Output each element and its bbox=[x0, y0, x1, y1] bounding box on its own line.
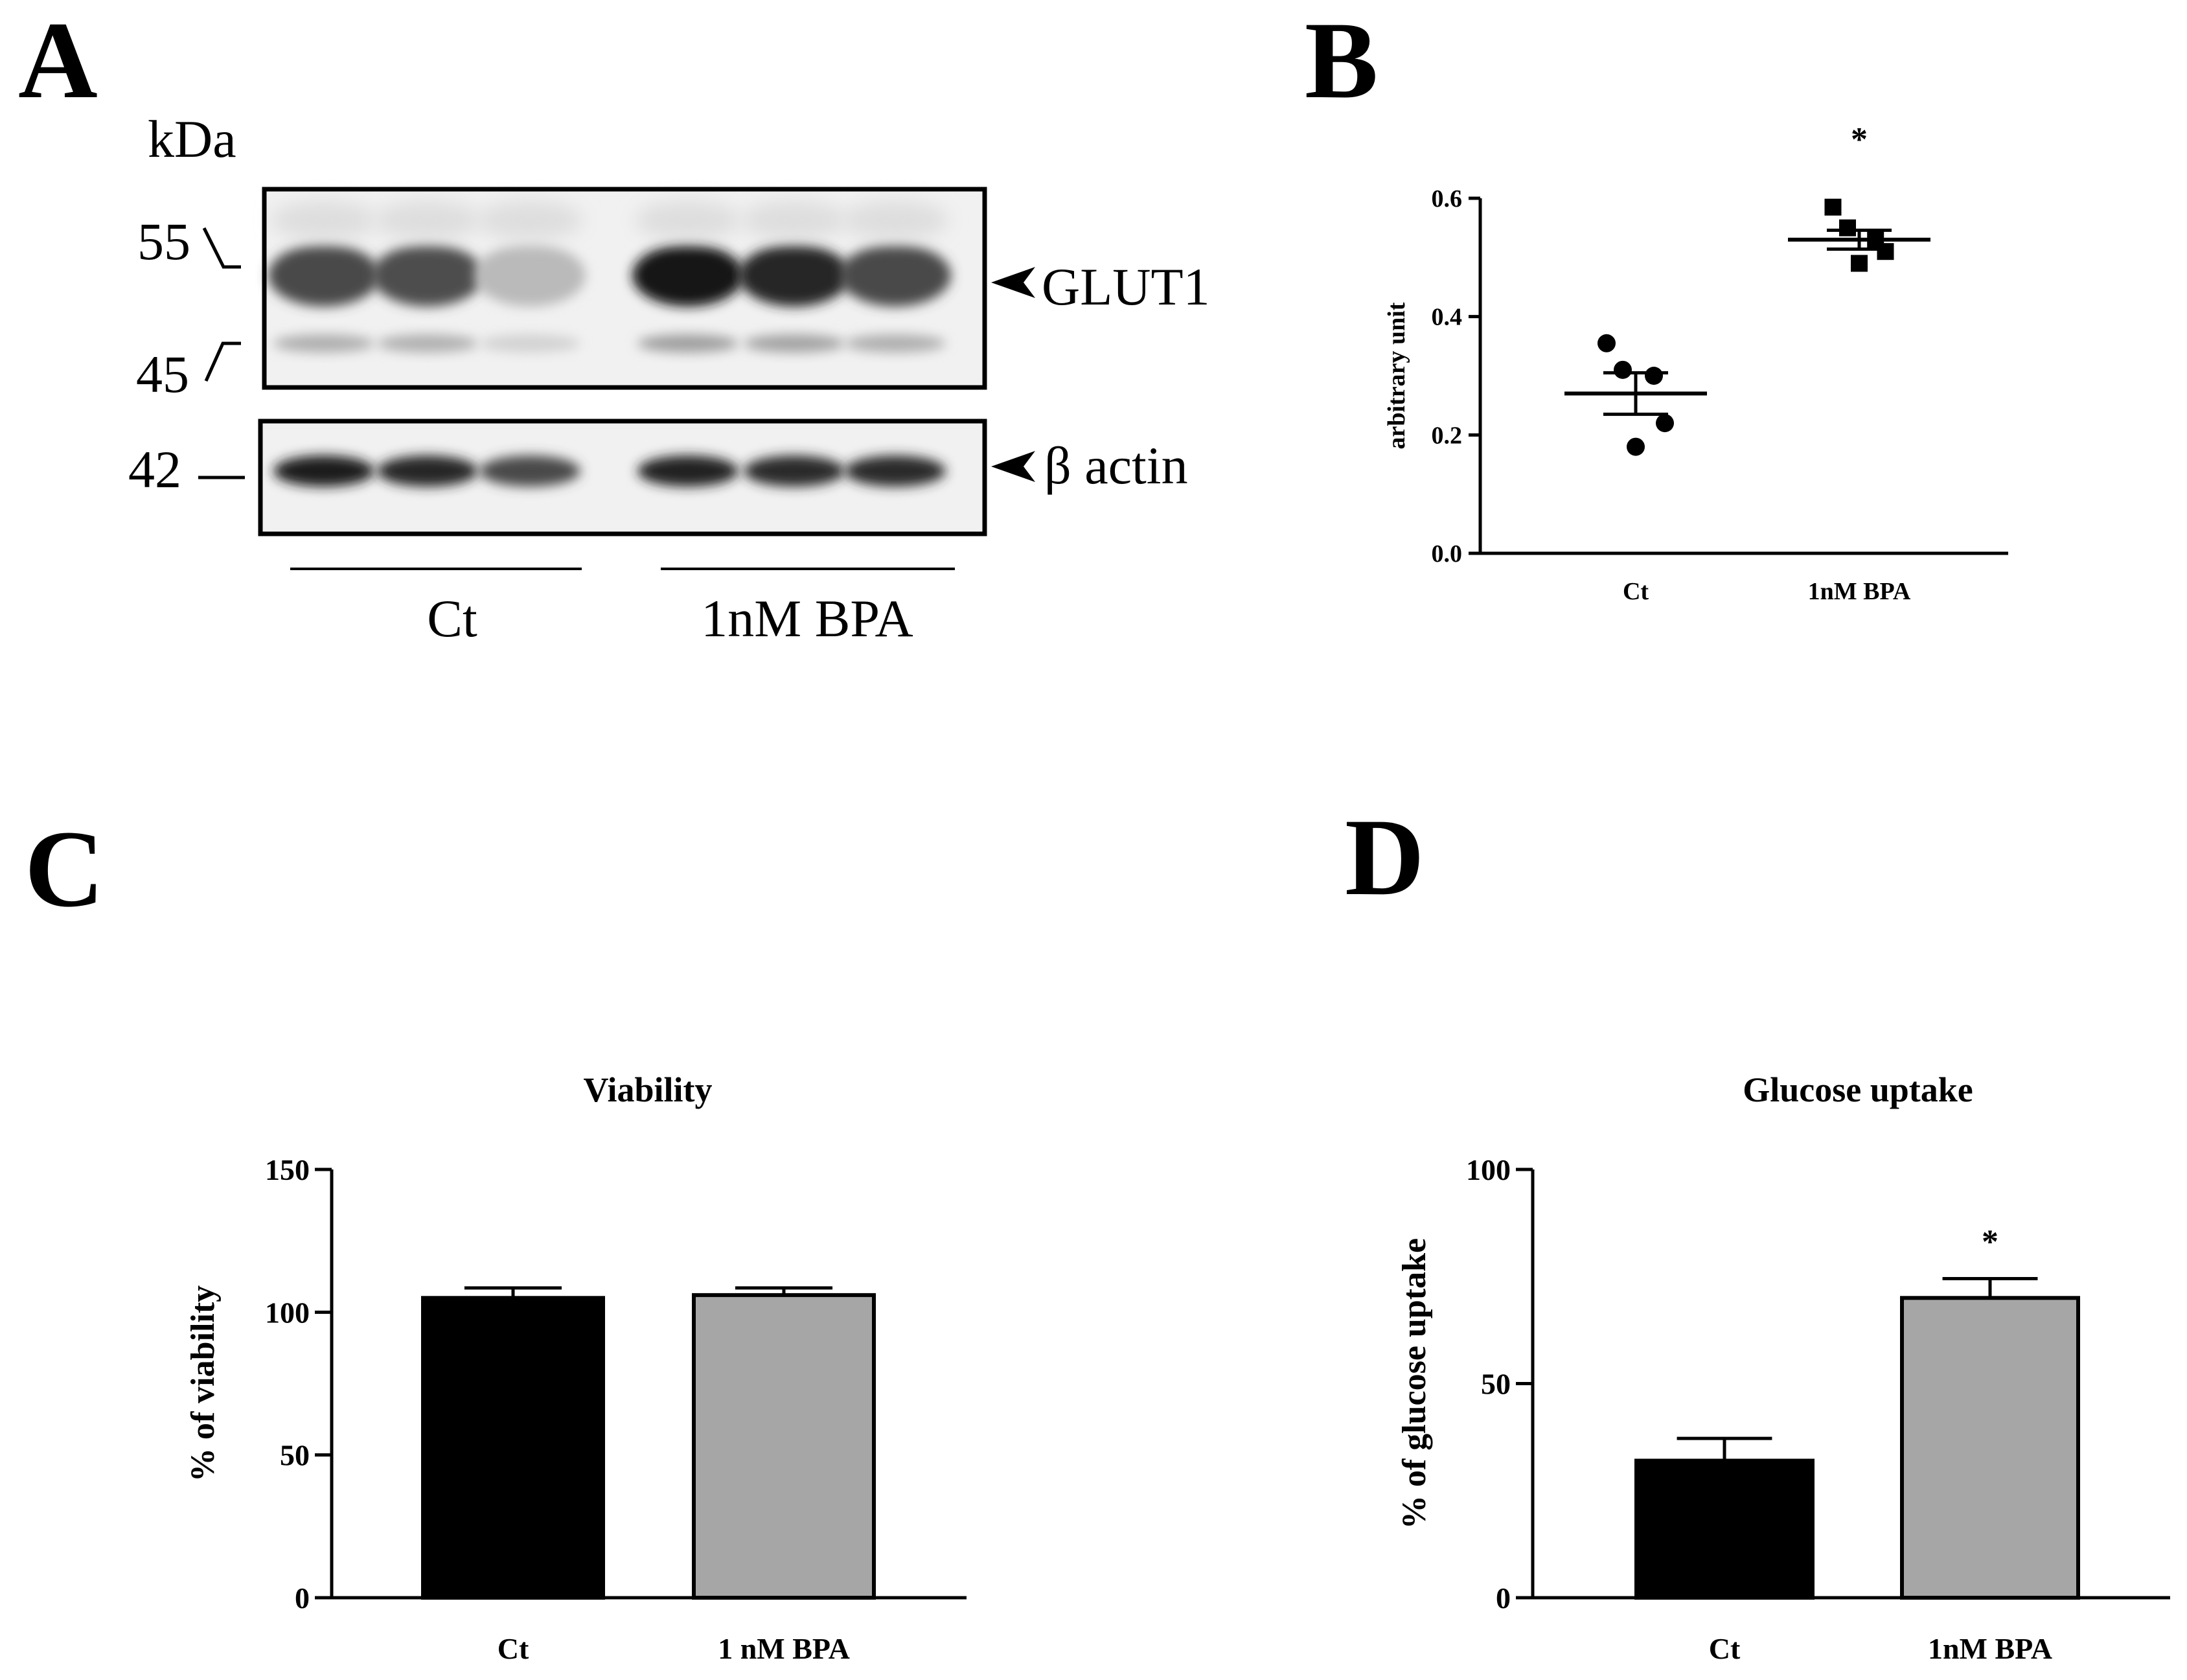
data-point bbox=[1824, 198, 1842, 216]
y-tick-label: 0.4 bbox=[1432, 304, 1463, 331]
x-tick-label: Ct bbox=[498, 1632, 529, 1665]
x-tick-label: 1nM BPA bbox=[1928, 1632, 2052, 1665]
actin-band bbox=[273, 455, 374, 487]
data-point bbox=[1614, 360, 1632, 379]
panel-b: B 0.0 0.2 0.4 0.6 Ct 1nM BPA arbitrary unit * bbox=[1305, 0, 2008, 605]
bar bbox=[421, 1296, 605, 1600]
y-tick-label: 0 bbox=[295, 1582, 310, 1615]
group-label-bpa: 1nM BPA bbox=[701, 589, 913, 648]
group-label-ct: Ct bbox=[427, 589, 477, 648]
marker-42-label: 42 bbox=[128, 440, 181, 499]
panel-a: A kDa 55 45 42 GLUT1 β actin Ct 1nM BPA bbox=[18, 0, 1210, 648]
chart-c: Viability 0 50 100 150 % of viability Ct 1 nM B… bbox=[185, 1070, 967, 1665]
glut1-lower-band bbox=[744, 334, 845, 352]
x-tick-label: 1nM BPA bbox=[1808, 578, 1911, 605]
glut1-lower-band bbox=[845, 334, 946, 352]
glut1-smear bbox=[374, 201, 481, 240]
y-tick-label: 0 bbox=[1496, 1582, 1511, 1615]
panel-c: C Viability 0 50 100 150 % of viability Ct 1 nM… bbox=[25, 808, 967, 1665]
panel-d: D Glucose uptake 0 50 100 % of glucose uptak… bbox=[1345, 796, 2170, 1665]
glut1-band bbox=[372, 244, 483, 306]
glut1-lower-band bbox=[479, 334, 580, 352]
glut1-lower-band bbox=[273, 334, 374, 352]
actin-band bbox=[744, 455, 845, 487]
glut1-blot-frame bbox=[262, 187, 987, 390]
data-point bbox=[1597, 334, 1616, 352]
bar bbox=[692, 1293, 876, 1600]
data-point bbox=[1851, 255, 1868, 272]
glut1-smear bbox=[741, 201, 847, 240]
data-point bbox=[1627, 437, 1645, 456]
bar bbox=[1900, 1296, 2080, 1600]
marker-55-tick bbox=[202, 227, 241, 269]
marker-55-label: 55 bbox=[137, 212, 190, 271]
y-tick-label: 0.0 bbox=[1432, 540, 1463, 568]
y-tick-label: 100 bbox=[265, 1296, 310, 1329]
marker-45-label: 45 bbox=[136, 345, 189, 404]
glut1-arrow-icon bbox=[991, 267, 1035, 298]
data-point bbox=[1877, 243, 1894, 260]
glut1-band bbox=[632, 244, 744, 306]
actin-label: β actin bbox=[1044, 436, 1188, 495]
panel-d-letter: D bbox=[1345, 796, 1425, 918]
panel-c-letter: C bbox=[25, 808, 104, 930]
y-tick-label: 150 bbox=[265, 1153, 310, 1186]
glut1-lower-band bbox=[637, 334, 739, 352]
x-tick-label: Ct bbox=[1623, 578, 1649, 605]
significance-marker: * bbox=[1982, 1224, 1998, 1261]
y-tick-label: 50 bbox=[1481, 1368, 1511, 1401]
glut1-label: GLUT1 bbox=[1042, 257, 1210, 316]
actin-band bbox=[637, 455, 739, 487]
y-axis-title: % of glucose uptake bbox=[1396, 1238, 1433, 1529]
data-point bbox=[1839, 219, 1856, 236]
glut1-bands bbox=[268, 201, 951, 352]
glut1-lower-band bbox=[377, 334, 478, 352]
data-point bbox=[1645, 367, 1663, 385]
y-axis-title: % of viability bbox=[185, 1285, 222, 1482]
glut1-smear bbox=[271, 201, 377, 240]
y-tick-label: 50 bbox=[280, 1439, 310, 1472]
y-axis-title: arbitrary unit bbox=[1383, 302, 1410, 449]
actin-bands bbox=[273, 455, 946, 487]
actin-band bbox=[845, 455, 946, 487]
chart-d: Glucose uptake 0 50 100 % of glucose uptake C… bbox=[1396, 1070, 2170, 1665]
data-point bbox=[1656, 414, 1674, 433]
actin-blot-frame bbox=[258, 419, 987, 536]
actin-arrow-icon bbox=[991, 451, 1035, 482]
glut1-smear bbox=[635, 201, 741, 240]
actin-band bbox=[377, 455, 478, 487]
panel-b-letter: B bbox=[1305, 0, 1378, 121]
bar bbox=[1634, 1458, 1815, 1600]
panel-a-letter: A bbox=[18, 0, 98, 121]
marker-45-tick bbox=[204, 341, 241, 382]
chart-b: 0.0 0.2 0.4 0.6 Ct 1nM BPA arbitrary unit * bbox=[1383, 121, 2008, 605]
y-tick-label: 100 bbox=[1466, 1153, 1511, 1186]
x-tick-label: Ct bbox=[1709, 1632, 1741, 1665]
y-tick-label: 0.6 bbox=[1432, 185, 1463, 213]
glut1-smear bbox=[842, 201, 948, 240]
glut1-band bbox=[474, 244, 586, 306]
kda-label: kDa bbox=[148, 109, 236, 168]
y-tick-label: 0.2 bbox=[1432, 422, 1463, 449]
x-tick-label: 1 nM BPA bbox=[718, 1632, 850, 1665]
glut1-blot bbox=[262, 187, 987, 390]
glut1-band bbox=[268, 244, 380, 306]
actin-band bbox=[479, 455, 580, 487]
actin-blot bbox=[258, 419, 987, 536]
glut1-band bbox=[840, 244, 951, 306]
chart-title: Viability bbox=[583, 1070, 712, 1109]
significance-marker: * bbox=[1851, 121, 1868, 158]
glut1-smear bbox=[477, 201, 583, 240]
chart-title: Glucose uptake bbox=[1743, 1070, 1973, 1109]
glut1-band bbox=[739, 244, 850, 306]
